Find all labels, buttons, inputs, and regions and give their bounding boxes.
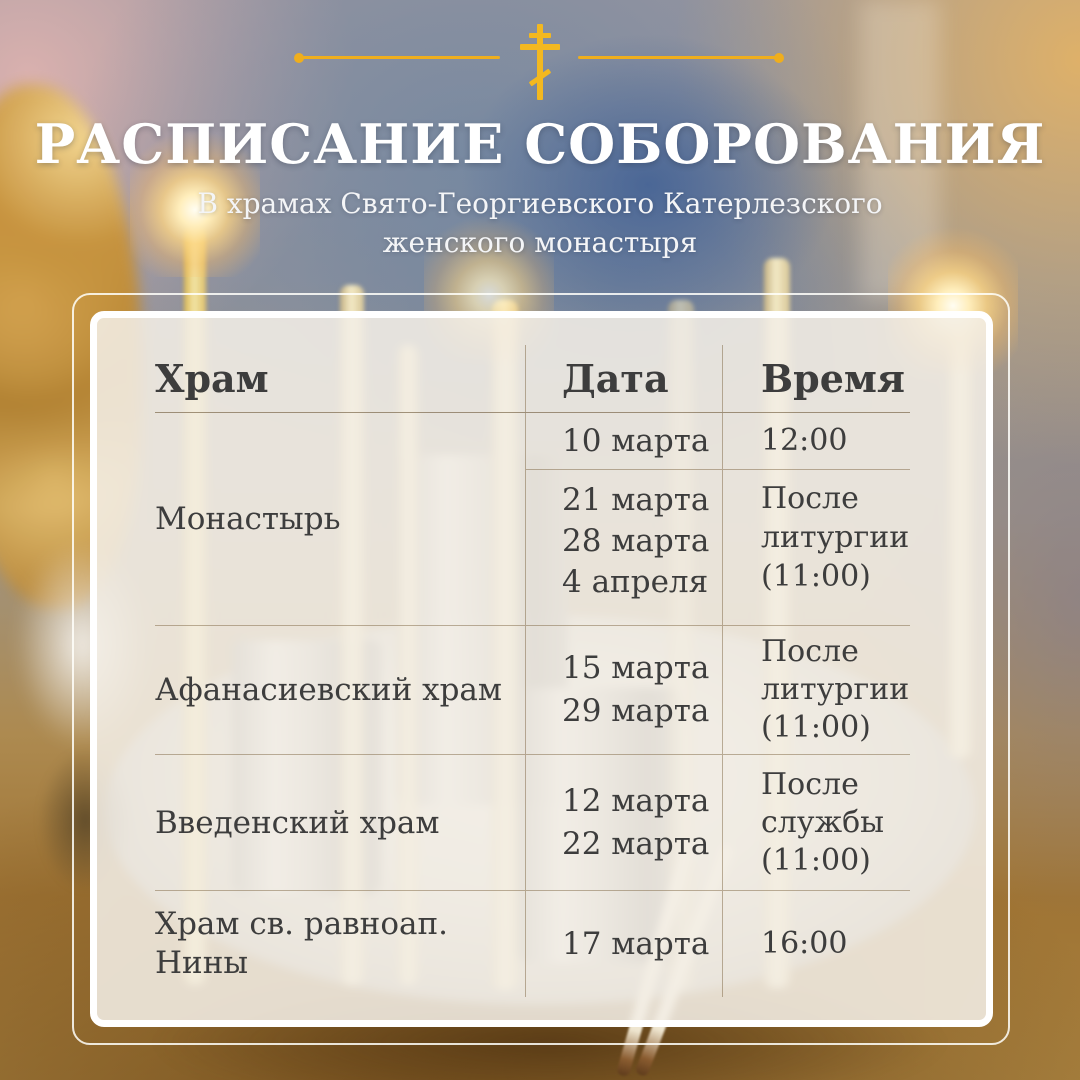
date-cell: 21 марта 28 марта 4 апреля bbox=[525, 470, 722, 625]
time-line: После bbox=[761, 634, 859, 669]
time-line: (11:00) bbox=[761, 842, 871, 878]
schedule-panel: Храм Дата Время Монастырь 10 марта 12:00… bbox=[90, 311, 993, 1027]
date-cell: 17 марта bbox=[525, 891, 722, 997]
date-line: 22 марта bbox=[562, 825, 710, 862]
table-row-afanasievsky: Афанасиевский храм 15 марта 29 марта Пос… bbox=[155, 626, 910, 755]
ornament-line bbox=[294, 52, 500, 63]
date-line: 15 марта bbox=[562, 650, 710, 686]
date-line: 21 марта bbox=[562, 482, 710, 518]
time-line: (11:00) bbox=[761, 559, 871, 594]
time-cell: После службы (11:00) bbox=[722, 755, 910, 890]
subtitle-line: женского монастыря bbox=[382, 226, 698, 259]
ornament-divider bbox=[0, 22, 1080, 102]
time-cell: 12:00 bbox=[722, 413, 910, 470]
date-cell: 15 марта 29 марта bbox=[525, 626, 722, 754]
church-line: Нины bbox=[155, 945, 249, 981]
church-cell: Храм св. равноап. Нины bbox=[155, 891, 525, 997]
time-line: После bbox=[761, 481, 859, 516]
column-header-church: Храм bbox=[155, 356, 269, 401]
subtitle-line: В храмах Свято-Георгиевского Катерлезско… bbox=[197, 187, 883, 220]
church-cell: Афанасиевский храм bbox=[155, 672, 503, 708]
table-row-st-nina: Храм св. равноап. Нины 17 марта 16:00 bbox=[155, 891, 910, 997]
time-line: (11:00) bbox=[761, 710, 871, 745]
table-row-monastery: Монастырь 10 марта 12:00 21 марта 28 мар… bbox=[155, 413, 910, 626]
time-line: службы bbox=[761, 804, 885, 840]
church-cell: Введенский храм bbox=[155, 804, 440, 841]
column-header-date: Дата bbox=[525, 345, 722, 412]
time-line: литургии bbox=[761, 520, 910, 555]
date-line: 12 марта bbox=[562, 782, 710, 819]
church-line: Храм св. равноап. bbox=[155, 906, 448, 942]
table-row-vvedensky: Введенский храм 12 марта 22 марта После … bbox=[155, 755, 910, 891]
date-line: 4 апреля bbox=[562, 564, 709, 600]
candle-flame bbox=[130, 117, 260, 277]
orthodox-cross-icon bbox=[520, 24, 560, 100]
date-line: 29 марта bbox=[562, 693, 710, 729]
time-line: литургии bbox=[761, 672, 910, 707]
time-cell: 16:00 bbox=[722, 891, 910, 997]
schedule-table: Храм Дата Время Монастырь 10 марта 12:00… bbox=[155, 345, 910, 997]
date-cell: 12 марта 22 марта bbox=[525, 755, 722, 890]
church-cell: Монастырь bbox=[155, 501, 341, 537]
page-title: РАСПИСАНИЕ СОБОРОВАНИЯ bbox=[34, 112, 1046, 176]
time-cell: После литургии (11:00) bbox=[722, 626, 910, 754]
time-cell: После литургии (11:00) bbox=[722, 470, 910, 625]
table-header-row: Храм Дата Время bbox=[155, 345, 910, 413]
page-subtitle: В храмах Свято-Георгиевского Катерлезско… bbox=[0, 184, 1080, 262]
ornament-line bbox=[578, 52, 784, 63]
time-line: После bbox=[761, 766, 859, 802]
date-line: 28 марта bbox=[562, 523, 710, 559]
outer-frame bbox=[72, 293, 1010, 1045]
date-cell: 10 марта bbox=[525, 413, 722, 470]
column-header-time: Время bbox=[722, 345, 910, 412]
